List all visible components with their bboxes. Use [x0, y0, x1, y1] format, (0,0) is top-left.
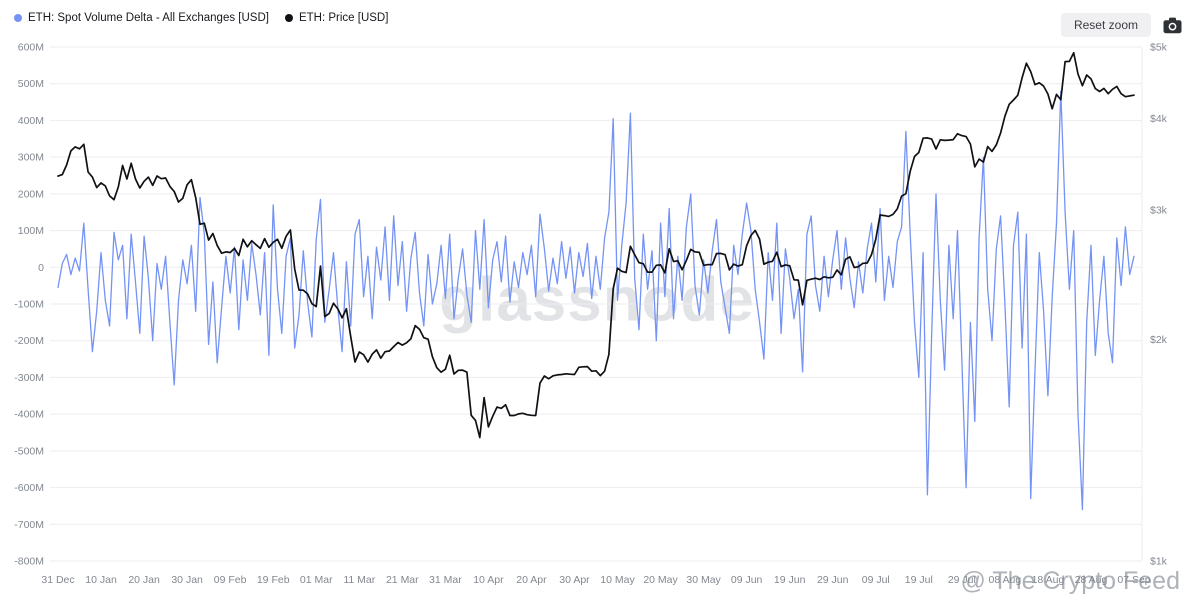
y-axis-right-tick: $3k: [1150, 205, 1168, 217]
x-axis-tick: 21 Mar: [386, 574, 419, 586]
y-axis-left-tick: 500M: [18, 78, 44, 90]
series-bullet-icon: [284, 14, 293, 22]
y-axis-right-tick: $4k: [1150, 113, 1168, 125]
x-axis-tick: 10 Jan: [85, 574, 117, 586]
legend: ETH: Spot Volume Delta - All Exchanges […: [14, 12, 388, 24]
x-axis-tick: 19 Feb: [257, 574, 290, 586]
x-axis-tick: 20 Apr: [516, 574, 547, 586]
volume-delta-line: [57, 90, 1135, 511]
x-axis-tick: 31 Mar: [429, 574, 462, 586]
x-axis-tick: 28 Aug: [1075, 574, 1108, 586]
legend-item-eth-price[interactable]: ETH: Price [USD]: [284, 12, 389, 24]
y-axis-left-tick: 400M: [18, 115, 44, 127]
y-axis-right-tick: $2k: [1150, 334, 1168, 346]
y-axis-left-tick: -400M: [14, 409, 44, 421]
x-axis-tick: 20 May: [643, 574, 678, 586]
y-axis-left-tick: 200M: [18, 188, 44, 200]
y-axis-right-tick: $5k: [1150, 42, 1168, 54]
y-axis-right-tick: $1k: [1150, 556, 1168, 568]
x-axis-tick: 20 Jan: [128, 574, 160, 586]
camera-icon: [1163, 17, 1182, 37]
x-axis-tick: 19 Jun: [774, 574, 806, 586]
y-axis-left-tick: -500M: [14, 445, 44, 457]
x-axis-tick: 10 Apr: [473, 574, 504, 586]
x-axis-tick: 07 Sep: [1117, 574, 1150, 586]
toolbar: Reset zoom: [1060, 13, 1182, 37]
y-axis-left-tick: -300M: [14, 372, 44, 384]
x-axis-tick: 30 May: [686, 574, 721, 586]
y-axis-left-tick: -200M: [14, 335, 44, 347]
camera-button[interactable]: [1163, 17, 1182, 34]
y-axis-left-tick: 0: [38, 262, 44, 274]
price-line: [57, 51, 1135, 439]
x-axis-tick: 29 Jun: [817, 574, 849, 586]
x-axis-tick: 11 Mar: [343, 574, 375, 586]
crypto-feed-watermark: @ The Crypto Feed: [960, 567, 1180, 595]
y-axis-left-tick: -100M: [14, 299, 44, 311]
legend-label-eth-price: ETH: Price [USD]: [298, 12, 389, 24]
reset-zoom-button[interactable]: Reset zoom: [1060, 13, 1151, 37]
x-axis-tick: 30 Apr: [559, 574, 590, 586]
y-axis-left-tick: -600M: [14, 482, 44, 494]
x-axis-tick: 29 Jul: [948, 574, 976, 586]
x-axis-tick: 10 May: [600, 574, 635, 586]
y-axis-left-tick: 100M: [18, 225, 44, 237]
x-axis-tick: 30 Jan: [171, 574, 203, 586]
x-axis-tick: 08 Aug: [989, 574, 1022, 586]
x-axis-tick: 09 Feb: [214, 574, 247, 586]
legend-label-spot-volume-delta: ETH: Spot Volume Delta - All Exchanges […: [28, 12, 269, 24]
y-axis-left-tick: 300M: [18, 152, 44, 164]
x-axis-tick: 31 Dec: [41, 574, 74, 586]
x-axis-tick: 18 Aug: [1032, 574, 1065, 586]
series-bullet-icon: [14, 14, 22, 22]
x-axis-tick: 19 Jul: [905, 574, 933, 586]
x-axis-tick: 01 Mar: [300, 574, 333, 586]
x-axis-tick: 09 Jun: [731, 574, 763, 586]
legend-item-spot-volume-delta[interactable]: ETH: Spot Volume Delta - All Exchanges […: [14, 12, 269, 24]
y-axis-left-tick: 600M: [18, 42, 44, 54]
y-axis-left-tick: -800M: [14, 556, 44, 568]
y-axis-left-tick: -700M: [14, 519, 44, 531]
x-axis-tick: 09 Jul: [862, 574, 890, 586]
